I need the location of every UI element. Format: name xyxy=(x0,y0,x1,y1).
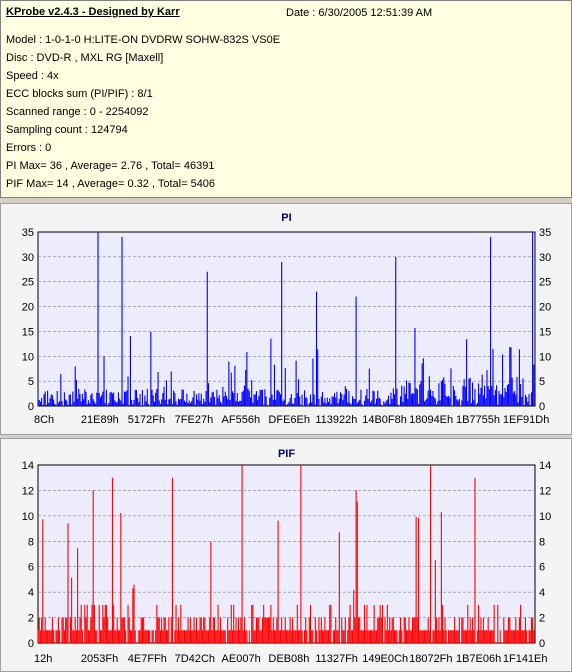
x-tick-label: 12h xyxy=(34,653,52,665)
x-tick-label: 1EF91Dh xyxy=(503,414,549,426)
pif-chart: PIF 0 0 2 2 4 4 6 6 8 8 10 10 12 12 14 14 12h 2053Fh 4E7FFh… xyxy=(22,448,552,665)
y-tick-label: 5 xyxy=(539,376,545,388)
app-title: KProbe v2.4.3 - Designed by Karr xyxy=(6,6,180,18)
x-tick-label: 5172Fh xyxy=(128,414,165,426)
y-tick-label: 35 xyxy=(22,227,34,239)
x-tick-label: 2053Fh xyxy=(81,653,118,665)
x-tick-label: DFE6Eh xyxy=(268,414,310,426)
pi-chart-panel: PI 0 0 5 5 10 10 15 15 20 20 25 25 30 30 35 35 8Ch 21E89h 5… xyxy=(0,203,572,435)
y-tick-label: 30 xyxy=(539,252,551,264)
y-tick-label: 4 xyxy=(28,587,34,599)
chart-title: PIF xyxy=(278,448,295,460)
x-tick-label: 18094Eh xyxy=(409,414,453,426)
x-tick-label: DEB08h xyxy=(268,653,309,665)
disc-line: Disc : DVD-R , MXL RG [Maxell] xyxy=(6,52,164,64)
y-tick-label: 8 xyxy=(28,536,34,548)
y-tick-label: 0 xyxy=(28,638,34,650)
sampling-count-line: Sampling count : 124794 xyxy=(6,124,128,136)
y-tick-label: 12 xyxy=(22,485,34,497)
y-tick-label: 0 xyxy=(539,638,545,650)
x-tick-label: 149E0Ch xyxy=(362,653,408,665)
ecc-blocks-line: ECC blocks sum (PI/PIF) : 8/1 xyxy=(6,88,153,100)
y-tick-label: 15 xyxy=(22,326,34,338)
pif-summary-line: PIF Max= 14 , Average= 0.32 , Total= 540… xyxy=(6,178,216,190)
x-tick-label: 21E89h xyxy=(81,414,119,426)
y-tick-label: 0 xyxy=(28,401,34,413)
y-tick-label: 20 xyxy=(22,302,34,314)
y-tick-label: 10 xyxy=(22,351,34,363)
y-tick-label: 25 xyxy=(22,277,34,289)
chart-title: PI xyxy=(281,212,291,224)
scan-date: Date : 6/30/2005 12:51:39 AM xyxy=(286,7,433,19)
x-tick-label: 11327Fh xyxy=(315,653,358,665)
y-tick-label: 20 xyxy=(539,302,551,314)
info-panel: KProbe v2.4.3 - Designed by Karr Date : … xyxy=(0,0,572,198)
y-tick-label: 8 xyxy=(539,536,545,548)
speed-line: Speed : 4x xyxy=(6,70,59,82)
x-tick-label: 113922h xyxy=(315,414,357,426)
x-tick-label: AF556h xyxy=(222,414,261,426)
pif-chart-panel: PIF 0 0 2 2 4 4 6 6 8 8 10 10 12 12 14 14 12h 2053Fh 4E7FFh… xyxy=(0,438,572,672)
y-tick-label: 14 xyxy=(22,460,34,472)
x-tick-label: AE007h xyxy=(222,653,261,665)
y-tick-label: 10 xyxy=(539,511,551,523)
x-tick-label: 7D42Ch xyxy=(175,653,215,665)
x-tick-label: 1B7E06h xyxy=(456,653,501,665)
x-tick-label: 8Ch xyxy=(34,414,54,426)
y-tick-label: 2 xyxy=(539,613,545,625)
y-tick-label: 14 xyxy=(539,460,551,472)
y-tick-label: 5 xyxy=(28,376,34,388)
model-line: Model : 1-0-1-0 H:LITE-ON DVDRW SOHW-832… xyxy=(6,34,281,46)
y-tick-label: 25 xyxy=(539,277,551,289)
errors-line: Errors : 0 xyxy=(6,142,52,154)
y-tick-label: 10 xyxy=(539,351,551,363)
bar-series xyxy=(37,465,535,643)
y-tick-label: 0 xyxy=(539,401,545,413)
x-tick-label: 14B0F8h xyxy=(362,414,407,426)
x-tick-label: 18072Fh xyxy=(409,653,452,665)
scanned-range-line: Scanned range : 0 - 2254092 xyxy=(6,106,149,118)
pi-chart: PI 0 0 5 5 10 10 15 15 20 20 25 25 30 30 35 35 8Ch 21E89h 5… xyxy=(22,212,552,426)
y-tick-label: 4 xyxy=(539,587,545,599)
x-tick-label: 4E7FFh xyxy=(128,653,167,665)
y-tick-label: 10 xyxy=(22,511,34,523)
y-tick-label: 6 xyxy=(28,562,34,574)
y-tick-label: 2 xyxy=(28,613,34,625)
x-tick-label: 1B7755h xyxy=(456,414,500,426)
pi-summary-line: PI Max= 36 , Average= 2.76 , Total= 4639… xyxy=(6,160,215,172)
y-tick-label: 12 xyxy=(539,485,551,497)
plot-area xyxy=(37,231,536,407)
bar-series xyxy=(37,232,535,406)
y-tick-label: 6 xyxy=(539,562,545,574)
x-tick-label: 7FE27h xyxy=(175,414,214,426)
y-tick-label: 15 xyxy=(539,326,551,338)
y-tick-label: 35 xyxy=(539,227,551,239)
x-tick-label: 1F141Eh xyxy=(503,653,548,665)
y-tick-label: 30 xyxy=(22,252,34,264)
